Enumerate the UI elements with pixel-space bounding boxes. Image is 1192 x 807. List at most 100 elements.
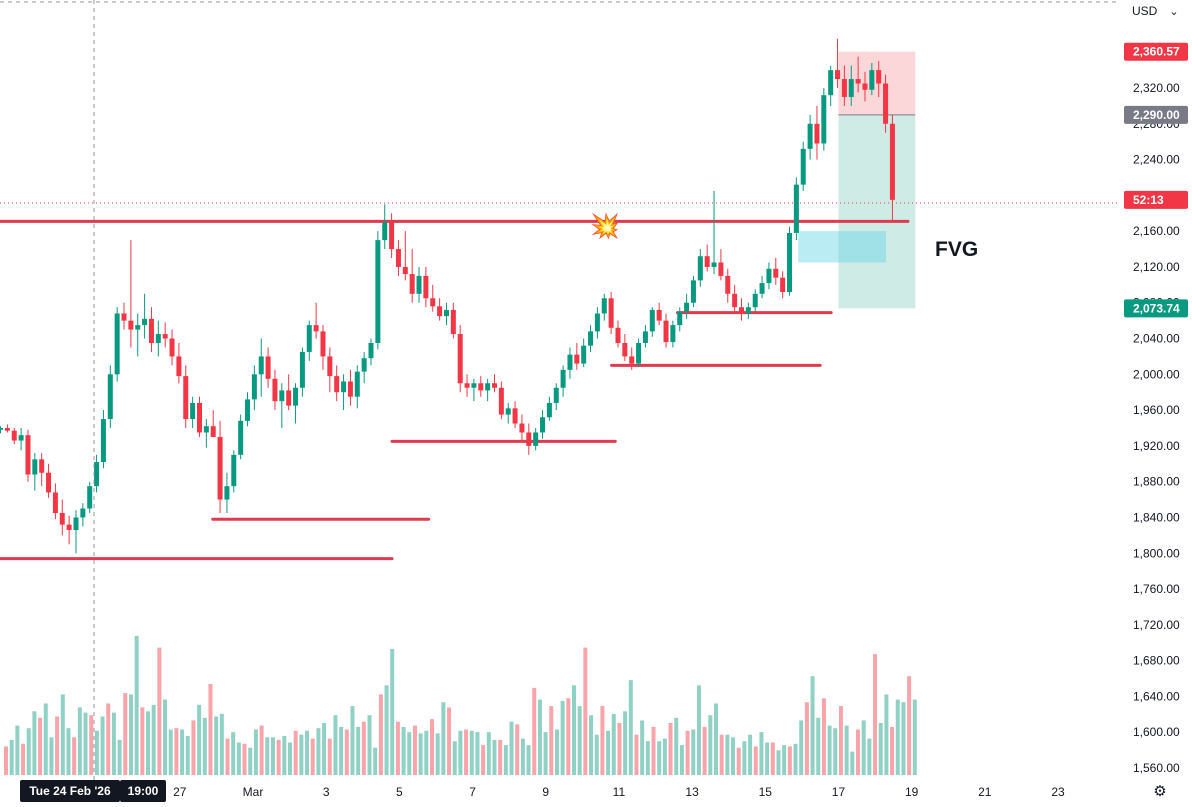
- volume-bar: [21, 743, 26, 775]
- price-tick-label: 1,680.00: [1133, 654, 1180, 668]
- candle-body: [210, 426, 216, 437]
- volume-bar: [378, 694, 383, 775]
- candle-body: [148, 318, 154, 343]
- horizontal-levels[interactable]: [0, 219, 910, 561]
- candle-body: [800, 148, 806, 185]
- volume-bar: [299, 734, 304, 775]
- volume-bar: [838, 706, 843, 775]
- fvg-zone[interactable]: [798, 231, 887, 263]
- time-tick-label: Mar: [243, 785, 264, 799]
- candle-body: [697, 256, 703, 281]
- price-tick-label: 1,920.00: [1133, 439, 1180, 453]
- candle-body: [498, 387, 504, 415]
- price-tag-label: 2,290.00: [1133, 108, 1180, 122]
- candle-body: [245, 399, 251, 421]
- volume-bar: [327, 738, 332, 775]
- candle-body: [286, 390, 292, 406]
- candle-body: [183, 376, 189, 420]
- volume-bar: [89, 715, 94, 775]
- candle-body: [526, 432, 532, 446]
- currency-selector-button[interactable]: USD ⌄: [1124, 0, 1188, 22]
- volume-bar: [776, 750, 781, 775]
- price-tick-label: 1,600.00: [1133, 725, 1180, 739]
- volume-bar: [890, 726, 895, 775]
- candle-body: [780, 277, 786, 292]
- volume-bar: [32, 711, 37, 775]
- candle-body: [841, 79, 847, 97]
- candle-body: [512, 408, 518, 424]
- volume-bar: [787, 746, 792, 775]
- volume-bar: [628, 680, 633, 775]
- volume-bar: [134, 635, 139, 775]
- candle-body: [368, 343, 374, 359]
- volume-bar: [168, 729, 173, 775]
- volume-bar: [293, 730, 298, 775]
- price-tick-label: 1,560.00: [1133, 761, 1180, 775]
- volume-bar: [447, 707, 452, 775]
- volume-bar: [577, 706, 582, 775]
- volume-bar: [333, 715, 338, 775]
- volume-bar: [452, 741, 457, 775]
- volume-bar: [214, 716, 219, 775]
- candle-body: [814, 123, 820, 144]
- candle-body: [862, 83, 868, 90]
- volume-bar: [117, 739, 122, 775]
- gear-icon[interactable]: ⚙: [1153, 783, 1167, 800]
- short-position-tool[interactable]: [838, 51, 916, 309]
- volume-bar: [685, 730, 690, 775]
- time-tick-label: 17: [832, 785, 846, 799]
- volume-bar: [202, 717, 207, 775]
- price-tag-label: 2,073.74: [1133, 301, 1180, 315]
- time-axis[interactable]: 27 Mar 3 5 7 9 11 13 15 17 19 21 23: [173, 785, 1065, 799]
- fvg-label: FVG: [935, 238, 978, 261]
- price-tick-label: 1,960.00: [1133, 403, 1180, 417]
- candle-body: [87, 486, 93, 509]
- volume-bar: [810, 676, 815, 775]
- time-tick-label: 19: [905, 785, 919, 799]
- volume-bar: [310, 738, 315, 775]
- candle-body: [471, 383, 477, 388]
- candle-body: [224, 486, 230, 500]
- volume-bar: [475, 732, 480, 775]
- candle-body: [546, 402, 552, 418]
- candle-body: [533, 432, 539, 446]
- volume-bar: [4, 746, 8, 775]
- candle-body: [574, 354, 580, 364]
- candle-body: [883, 83, 889, 124]
- volume-bar: [395, 721, 400, 775]
- candle-body: [121, 313, 127, 321]
- time-tick-label: 15: [759, 785, 773, 799]
- candle-body: [18, 435, 24, 441]
- candle-body: [25, 435, 31, 475]
- volume-bar: [265, 737, 270, 775]
- candle-body: [299, 351, 305, 388]
- candle-body: [636, 343, 642, 364]
- volume-bar: [486, 732, 491, 775]
- price-tag-bg: [1124, 190, 1188, 209]
- price-axis[interactable]: 2,320.002,280.002,240.002,200.002,160.00…: [1133, 81, 1180, 775]
- candle-body: [485, 383, 491, 391]
- volume-bar: [441, 702, 446, 775]
- price-tick-label: 1,800.00: [1133, 546, 1180, 560]
- candle-body: [869, 70, 875, 90]
- volume-bar: [106, 703, 111, 775]
- volume-bar: [731, 737, 736, 775]
- candle-body: [759, 283, 765, 294]
- candle-body: [32, 459, 38, 475]
- candle-body: [169, 338, 175, 357]
- candle-body: [128, 320, 134, 330]
- candle-body: [100, 419, 106, 462]
- candle-body: [347, 381, 353, 397]
- time-tick-label: 11: [613, 785, 626, 799]
- volume-bar: [344, 729, 349, 775]
- volume-bar: [100, 716, 105, 775]
- candle-body: [766, 268, 772, 284]
- volume-bar: [679, 745, 684, 775]
- price-tick-label: 2,240.00: [1133, 153, 1180, 167]
- volume-bar: [259, 725, 264, 775]
- candle-body: [752, 293, 758, 308]
- candle-body: [457, 334, 463, 384]
- candle-body: [807, 123, 813, 149]
- volume-bar: [49, 737, 54, 775]
